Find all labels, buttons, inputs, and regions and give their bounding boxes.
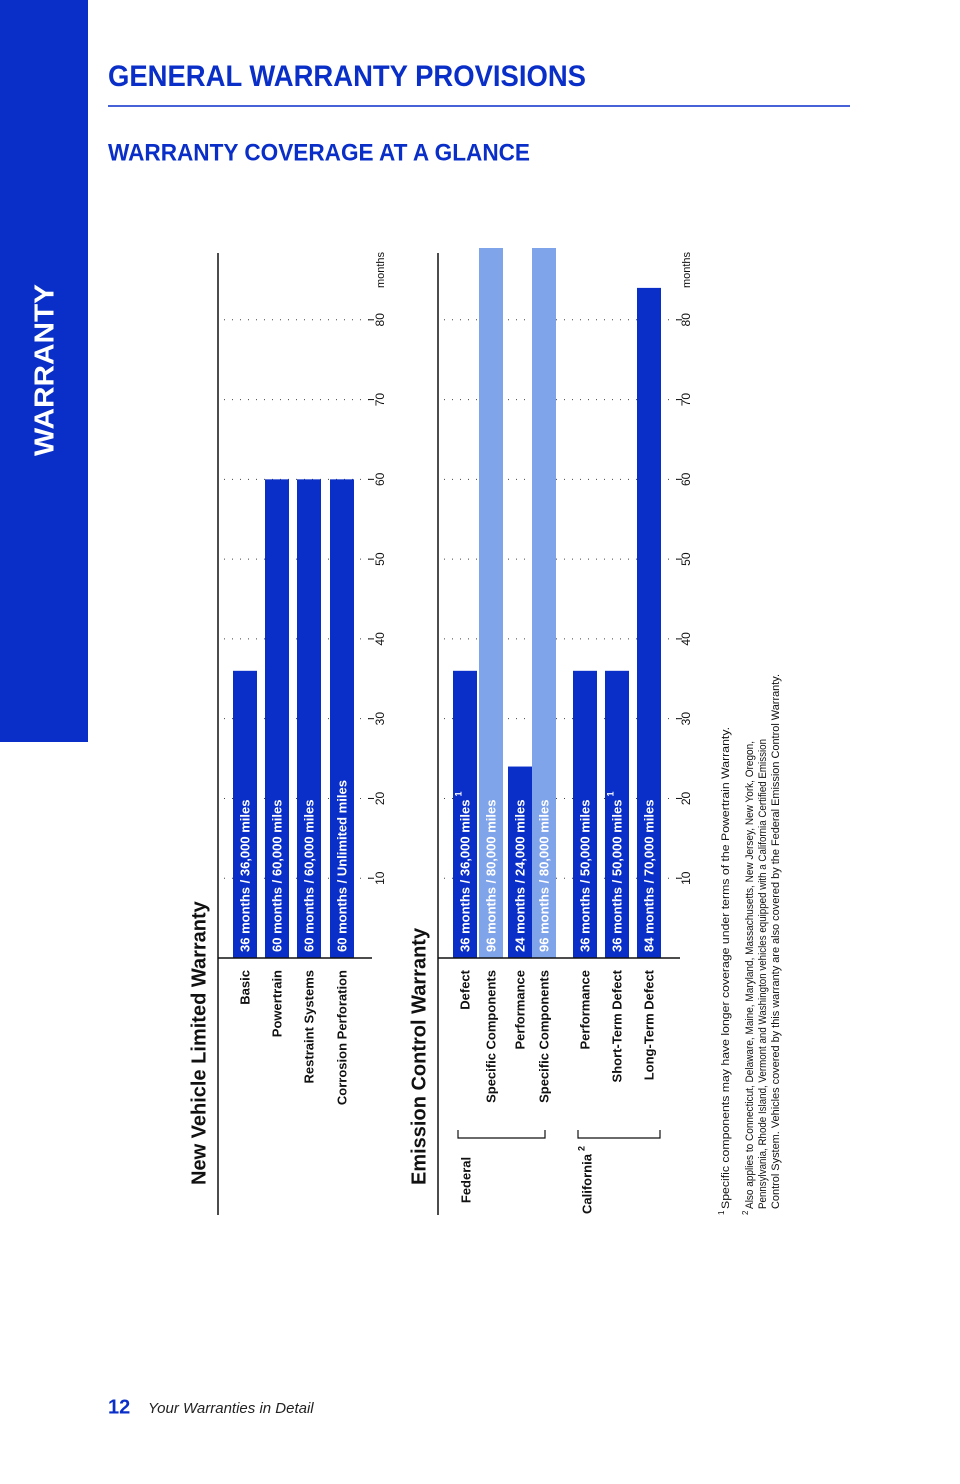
x-unit-label: months bbox=[681, 251, 693, 288]
value-label: 36 months / 36,000 miles bbox=[457, 800, 472, 952]
x-tick-label: 20 bbox=[373, 791, 387, 805]
value-label: 60 months / 60,000 miles bbox=[301, 800, 316, 952]
x-tick-label: 10 bbox=[373, 871, 387, 885]
value-label: 84 months / 70,000 miles bbox=[641, 800, 656, 952]
x-tick-label: 80 bbox=[373, 313, 387, 327]
value-label: 96 months / 80,000 miles bbox=[536, 800, 551, 952]
x-tick-label: 70 bbox=[373, 393, 387, 407]
category-label: Defect bbox=[457, 969, 472, 1009]
x-tick-label: 80 bbox=[679, 313, 693, 327]
value-label: 96 months / 80,000 miles bbox=[483, 800, 498, 952]
group-label: Federal bbox=[458, 1157, 473, 1203]
footer-text: Your Warranties in Detail bbox=[148, 1400, 314, 1417]
footnote-line: Specific components may have longer cove… bbox=[720, 727, 732, 1209]
category-label: Powertrain bbox=[269, 970, 284, 1037]
bar bbox=[637, 287, 661, 958]
x-tick-label: 10 bbox=[679, 871, 693, 885]
group-bracket bbox=[577, 1130, 661, 1139]
footnote-line: Pennsylvania, Rhode Island, Vermont and … bbox=[757, 739, 769, 1209]
x-tick-label: 60 bbox=[373, 472, 387, 486]
footnote-mark: 2 bbox=[741, 1210, 750, 1215]
chart: New Vehicle Limited Warranty 10 20 30 40 50 60… bbox=[188, 251, 387, 1215]
x-tick-label: 70 bbox=[679, 393, 693, 407]
bar bbox=[233, 670, 257, 958]
x-tick-label: 30 bbox=[373, 712, 387, 726]
bars bbox=[233, 479, 354, 958]
chart-title: Emission Control Warranty bbox=[408, 927, 430, 1185]
x-tick-label: 30 bbox=[679, 712, 693, 726]
bar bbox=[453, 670, 477, 958]
value-label: 60 months / 60,000 miles bbox=[269, 800, 284, 952]
category-label: Corrosion Perforation bbox=[334, 970, 349, 1105]
x-tick-label: 40 bbox=[373, 632, 387, 646]
x-tick-label: 60 bbox=[679, 472, 693, 486]
x-tick-label: 20 bbox=[679, 791, 693, 805]
footnote-line: Also applies to Connecticut, Delaware, M… bbox=[744, 741, 756, 1209]
x-unit-label: months bbox=[375, 251, 387, 288]
value-label: 60 months / Unlimited miles bbox=[334, 780, 349, 952]
category-label: Specific Components bbox=[483, 970, 498, 1103]
category-label: Performance bbox=[577, 970, 592, 1049]
value-label: 24 months / 24,000 miles bbox=[512, 800, 527, 952]
bar bbox=[532, 248, 556, 958]
x-tick-label: 40 bbox=[679, 632, 693, 646]
label-note: 1 bbox=[453, 792, 463, 797]
category-label: Performance bbox=[512, 970, 527, 1049]
page-title: GENERAL WARRANTY PROVISIONS bbox=[108, 60, 586, 93]
group-bracket bbox=[457, 1130, 546, 1139]
x-tick-label: 50 bbox=[679, 552, 693, 566]
value-label: 36 months / 36,000 miles bbox=[237, 800, 252, 952]
value-label: 36 months / 50,000 miles bbox=[609, 800, 624, 952]
sidebar-label: WARRANTY bbox=[28, 284, 59, 456]
chart-title: New Vehicle Limited Warranty bbox=[188, 900, 210, 1185]
category-label: Basic bbox=[237, 970, 252, 1005]
category-label: Long-Term Defect bbox=[641, 969, 656, 1080]
category-label: Short-Term Defect bbox=[609, 969, 624, 1082]
page-number: 12 bbox=[108, 1396, 130, 1418]
bar bbox=[573, 670, 597, 958]
group-note: 2 bbox=[576, 1146, 586, 1151]
category-label: Specific Components bbox=[536, 970, 551, 1103]
footnote-line: Control System. Vehicles covered by this… bbox=[770, 674, 782, 1209]
chart: Emission Control Warranty 10 20 30 40 50 60 70 8… bbox=[408, 248, 693, 1215]
label-note: 1 bbox=[605, 792, 615, 797]
value-label: 36 months / 50,000 miles bbox=[577, 800, 592, 952]
bar bbox=[479, 248, 503, 958]
bars bbox=[453, 248, 661, 958]
x-tick-label: 50 bbox=[373, 552, 387, 566]
page-subtitle: WARRANTY COVERAGE AT A GLANCE bbox=[108, 139, 530, 166]
bar bbox=[265, 479, 289, 958]
bar bbox=[605, 670, 629, 958]
sidebar bbox=[0, 0, 88, 742]
group-label: California bbox=[579, 1153, 594, 1214]
rotated-content: New Vehicle Limited Warranty 10 20 30 40 50 60… bbox=[188, 248, 782, 1215]
bar bbox=[508, 766, 532, 958]
footnote-mark: 1 bbox=[717, 1210, 726, 1215]
bar bbox=[297, 479, 321, 958]
bar bbox=[330, 479, 354, 958]
category-label: Restraint Systems bbox=[301, 970, 316, 1083]
